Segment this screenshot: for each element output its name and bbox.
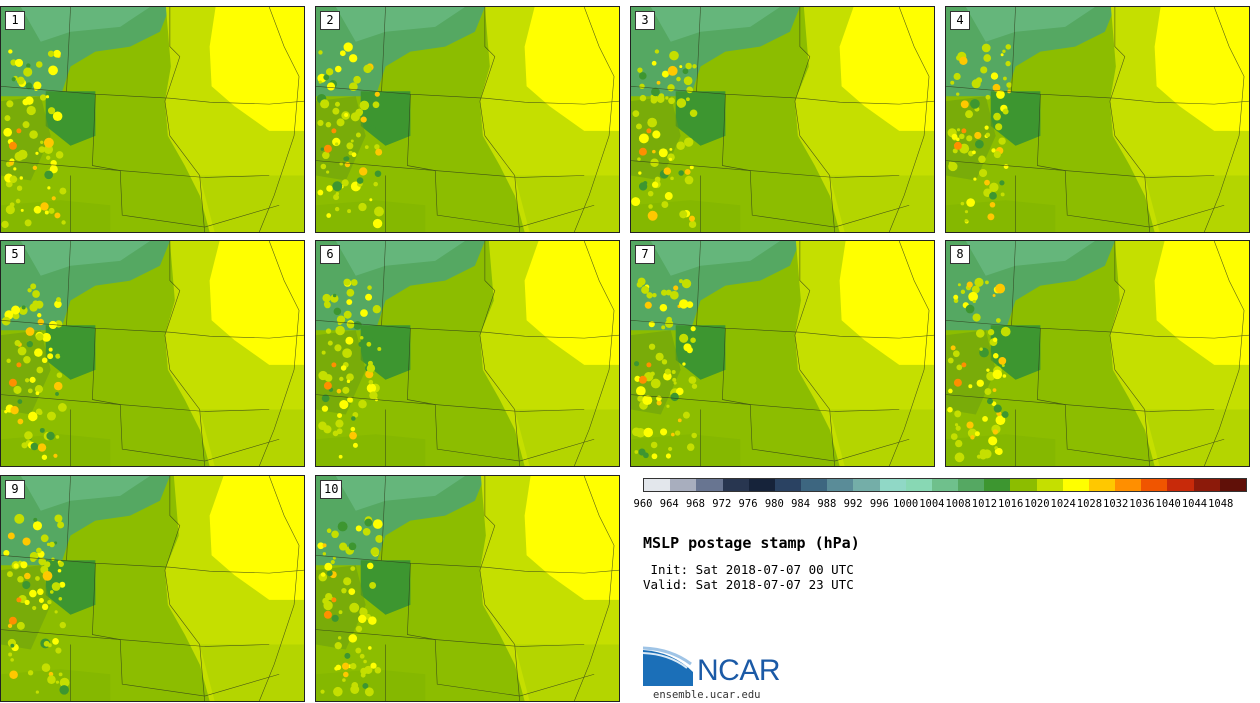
stamp-number: 3 [635, 11, 655, 30]
colorbar-tick-label: 960 [633, 498, 653, 510]
colorbar-swatch [801, 479, 828, 491]
colorbar-tick-label: 992 [843, 498, 863, 510]
colorbar-swatch [905, 479, 932, 491]
colorbar-swatch [644, 479, 671, 491]
stamp-panel: 1 [0, 6, 305, 233]
colorbar-tick-label: 1004 [919, 498, 945, 510]
colorbar-swatch [853, 479, 880, 491]
stamp-number: 8 [950, 245, 970, 264]
stamp-number: 7 [635, 245, 655, 264]
colorbar-tick-label: 984 [791, 498, 811, 510]
colorbar-swatch [1115, 479, 1142, 491]
colorbar-tick-label: 1000 [892, 498, 919, 510]
stamp-panel: 7 [630, 240, 935, 467]
colorbar-tick-label: 1020 [1024, 498, 1050, 510]
chart-title: MSLP postage stamp (hPa) [643, 534, 860, 552]
colorbar-swatch [1219, 479, 1246, 491]
colorbar-tick-label: 1028 [1076, 498, 1103, 510]
colorbar-tick-label: 968 [686, 498, 705, 510]
colorbar-swatch [1010, 479, 1037, 491]
stamp-panel: 5 [0, 240, 305, 467]
colorbar-tick-label: 1040 [1155, 498, 1181, 510]
colorbar-swatch [1088, 479, 1116, 491]
valid-time: Valid: Sat 2018-07-07 23 UTC [643, 577, 854, 592]
stamp-number: 4 [950, 11, 970, 30]
stamp-number: 6 [320, 245, 340, 264]
stamp-number: 10 [320, 480, 343, 499]
colorbar-swatch [931, 479, 959, 491]
stamp-number: 9 [5, 480, 25, 499]
colorbar-tick-label: 988 [817, 498, 837, 510]
stamp-number: 5 [5, 245, 25, 264]
colorbar-swatch [879, 479, 906, 491]
mslp-map [316, 476, 619, 701]
colorbar-tick-label: 972 [712, 498, 732, 510]
mslp-map [946, 7, 1249, 232]
colorbar-swatch [1062, 479, 1089, 491]
colorbar-tick-label: 964 [659, 498, 679, 510]
colorbar-swatch [827, 479, 854, 491]
colorbar-tick-label: 1016 [997, 498, 1024, 510]
colorbar-swatch [1167, 479, 1194, 491]
colorbar-swatch [748, 479, 775, 491]
colorbar-swatch [722, 479, 749, 491]
colorbar-ticks: 960 964 968 972 976 980 984 988 992 996 1000 1004 10… [634, 498, 1247, 512]
stamp-panel: 2 [315, 6, 620, 233]
mslp-map [1, 476, 304, 701]
stamp-panel: 8 [945, 240, 1250, 467]
colorbar-swatch [1141, 479, 1168, 491]
colorbar-swatch [774, 479, 802, 491]
stamp-panel: 3 [630, 6, 935, 233]
logo-url[interactable]: ensemble.ucar.edu [653, 689, 761, 701]
mslp-map [316, 7, 619, 232]
ncar-logo-icon [643, 646, 693, 686]
stamp-number: 1 [5, 11, 25, 30]
mslp-map [316, 241, 619, 466]
colorbar-swatch [1193, 479, 1220, 491]
colorbar-tick-label: 1048 [1208, 498, 1234, 510]
stamp-panel: 6 [315, 240, 620, 467]
colorbar-swatch [984, 479, 1011, 491]
mslp-map [1, 7, 304, 232]
mslp-map [631, 7, 934, 232]
colorbar-tick-label: 976 [738, 498, 758, 510]
colorbar-tick-label: 1008 [945, 498, 971, 510]
logo-text: NCAR [697, 654, 781, 687]
colorbar-tick-label: 1012 [971, 498, 998, 510]
init-time: Init: Sat 2018-07-07 00 UTC [643, 562, 854, 577]
mslp-map [1, 241, 304, 466]
colorbar-tick-label: 996 [869, 498, 889, 510]
colorbar-tick-label: 1024 [1050, 498, 1076, 510]
stamp-panel: 10 [315, 475, 620, 702]
colorbar-swatch [696, 479, 723, 491]
mslp-map [631, 241, 934, 466]
mslp-map [946, 241, 1249, 466]
colorbar-tick-label: 980 [764, 498, 784, 510]
stamp-panel: 4 [945, 6, 1250, 233]
colorbar-swatch [670, 479, 697, 491]
colorbar-tick-label: 1036 [1129, 498, 1155, 510]
colorbar-tick-label: 1032 [1103, 498, 1129, 510]
colorbar [643, 478, 1247, 492]
colorbar-swatch [1036, 479, 1063, 491]
stamp-panel: 9 [0, 475, 305, 702]
colorbar-tick-label: 1044 [1181, 498, 1208, 510]
stamp-number: 2 [320, 11, 340, 30]
colorbar-swatch [958, 479, 985, 491]
